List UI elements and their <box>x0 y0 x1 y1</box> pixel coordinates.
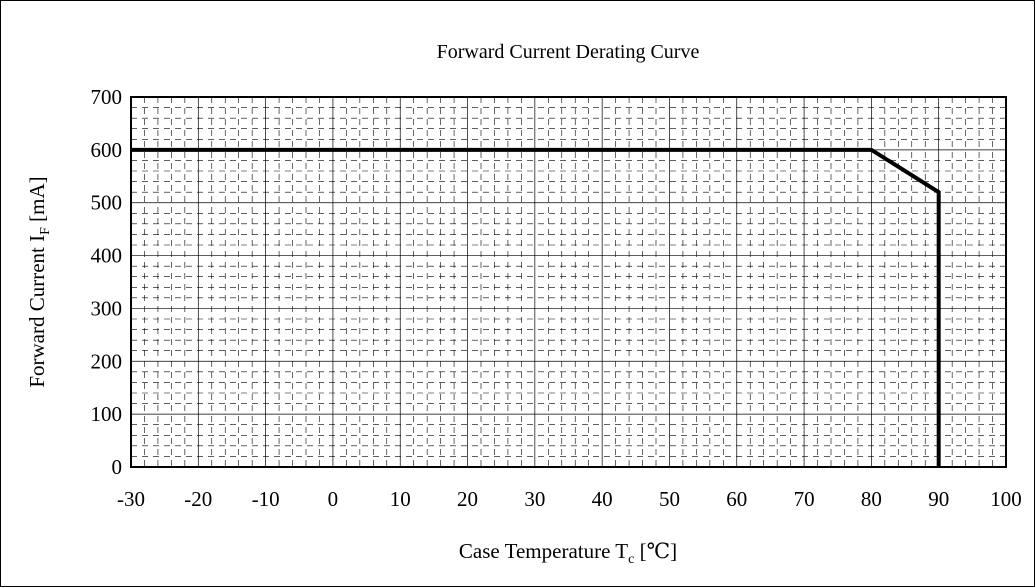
y-tick-label: 700 <box>91 85 123 109</box>
x-tick-label: 30 <box>524 487 545 511</box>
chart-title: Forward Current Derating Curve <box>437 41 700 63</box>
y-tick-label: 600 <box>91 138 123 162</box>
x-tick-label: -30 <box>117 487 145 511</box>
x-tick-label: 80 <box>861 487 882 511</box>
y-tick-label: 100 <box>91 402 123 426</box>
y-tick-label: 500 <box>91 191 123 215</box>
y-tick-label: 200 <box>91 349 123 373</box>
x-tick-label: 50 <box>659 487 680 511</box>
x-axis-label: Case Temperature Tc [℃] <box>459 539 677 567</box>
x-tick-label: 60 <box>726 487 747 511</box>
x-tick-label: 20 <box>457 487 478 511</box>
y-tick-label: 300 <box>91 296 123 320</box>
y-tick-label: 0 <box>112 455 123 479</box>
x-tick-label: -10 <box>252 487 280 511</box>
x-tick-label: 0 <box>328 487 339 511</box>
x-tick-label: -20 <box>184 487 212 511</box>
x-tick-label: 40 <box>592 487 613 511</box>
y-axis-label: Forward Current IF [mA] <box>25 176 53 387</box>
x-tick-label: 90 <box>928 487 949 511</box>
y-tick-label: 400 <box>91 244 123 268</box>
x-tick-label: 100 <box>990 487 1022 511</box>
x-tick-label: 70 <box>794 487 815 511</box>
x-tick-label: 10 <box>390 487 411 511</box>
